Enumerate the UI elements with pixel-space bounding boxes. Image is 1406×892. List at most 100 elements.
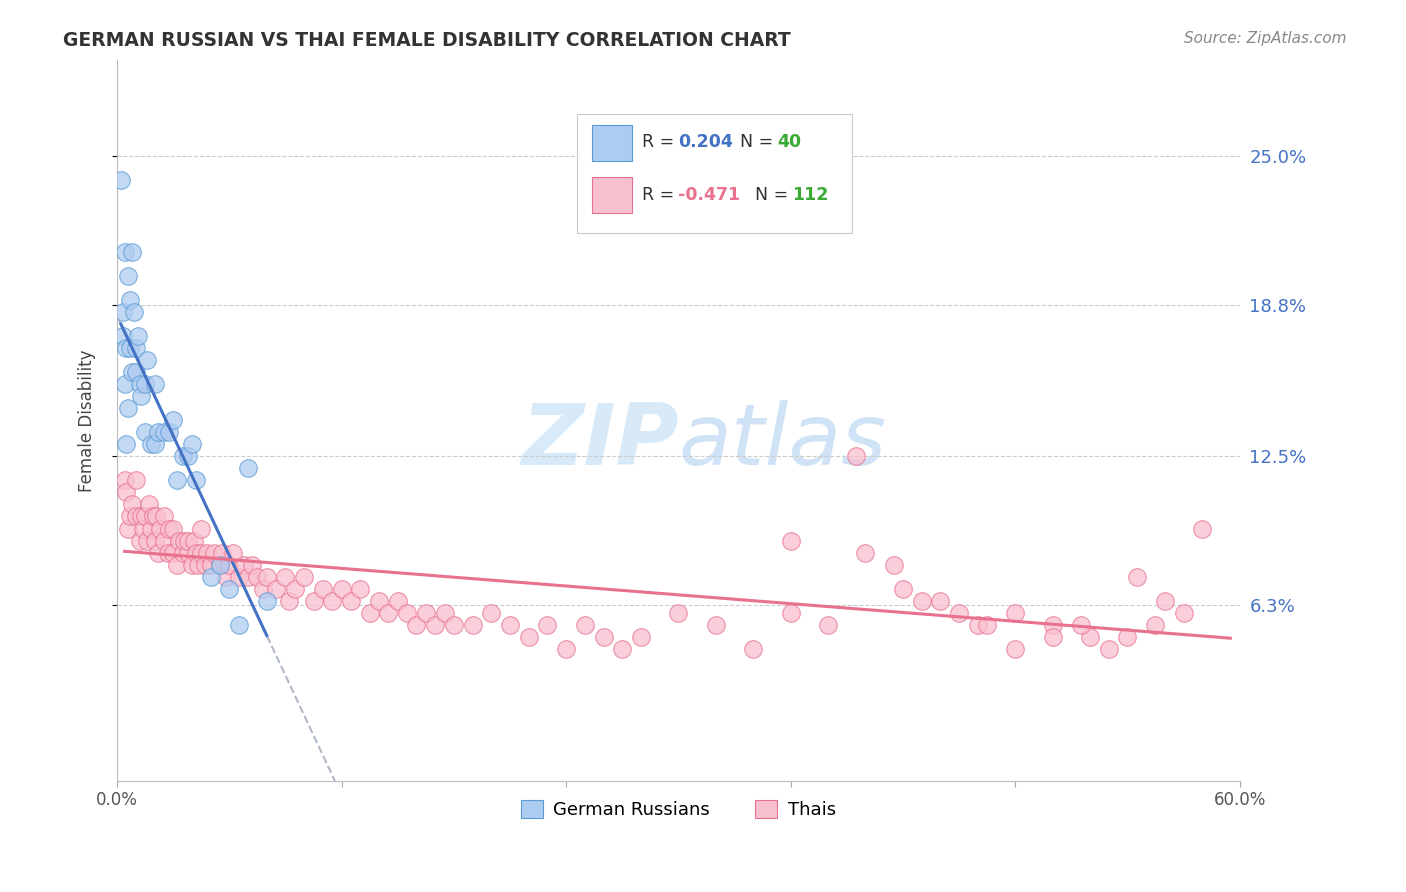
Point [461,617,484,632]
Text: 40: 40 [778,133,801,151]
Point [256,569,278,583]
Point [120,293,142,307]
Point [148,425,170,440]
Point [143,533,166,548]
Point [218,558,240,572]
Point [120,341,142,355]
Point [246,569,269,583]
Point [167,533,190,548]
Text: R =: R = [643,133,681,151]
Point [134,377,156,392]
Point [236,461,259,475]
Point [396,606,419,620]
Point [159,521,181,535]
Point [302,593,325,607]
Point [349,582,371,596]
Point [368,593,391,607]
Point [125,509,148,524]
Point [184,474,207,488]
Point [976,617,998,632]
Point [121,498,143,512]
Point [115,341,138,355]
Point [1153,593,1175,607]
Point [817,617,839,632]
Point [433,606,456,620]
FancyBboxPatch shape [592,125,633,161]
Point [153,509,176,524]
Point [153,425,176,440]
Point [200,558,222,572]
Point [415,606,437,620]
Text: atlas: atlas [678,401,886,483]
Point [1098,641,1121,656]
Point [479,606,502,620]
Point [211,545,233,559]
Point [321,593,343,607]
Point [195,545,218,559]
Point [1191,521,1213,535]
Point [425,617,447,632]
Point [128,533,150,548]
Point [114,474,136,488]
Point [536,617,558,632]
Point [177,533,200,548]
Text: N =: N = [740,133,779,151]
Text: Source: ZipAtlas.com: Source: ZipAtlas.com [1184,31,1347,46]
Point [929,593,952,607]
Point [742,641,765,656]
Point [1116,630,1139,644]
Point [1070,617,1092,632]
Point [134,425,156,440]
Point [200,569,222,583]
Legend: German Russians, Thais: German Russians, Thais [513,792,844,826]
Point [134,509,156,524]
Point [405,617,427,632]
Point [592,630,614,644]
Point [190,521,212,535]
FancyBboxPatch shape [578,113,852,233]
Point [948,606,970,620]
Point [117,521,139,535]
Point [855,545,877,559]
Point [256,593,278,607]
Point [1173,606,1195,620]
Point [173,533,195,548]
Point [181,437,204,451]
Point [387,593,409,607]
Point [228,617,250,632]
Point [136,353,159,368]
Point [214,569,236,583]
Point [377,606,399,620]
Point [120,509,142,524]
Text: GERMAN RUSSIAN VS THAI FEMALE DISABILITY CORRELATION CHART: GERMAN RUSSIAN VS THAI FEMALE DISABILITY… [63,31,792,50]
Point [228,569,250,583]
Point [704,617,727,632]
Point [1078,630,1101,644]
Point [218,582,240,596]
Point [184,545,207,559]
Text: R =: R = [643,186,681,204]
Point [166,474,188,488]
Point [177,545,200,559]
Point [555,641,578,656]
Point [148,545,170,559]
Point [145,509,167,524]
Point [966,617,988,632]
Point [125,365,148,379]
Point [779,606,801,620]
Text: 112: 112 [792,186,828,204]
Point [127,329,149,343]
Point [117,268,139,283]
Point [666,606,689,620]
Point [110,173,132,187]
Point [194,558,217,572]
Point [208,558,231,572]
Point [131,509,153,524]
Text: N =: N = [755,186,793,204]
Point [330,582,353,596]
Point [162,413,184,427]
Point [125,474,148,488]
Point [136,533,159,548]
Point [166,558,188,572]
Point [115,485,138,500]
